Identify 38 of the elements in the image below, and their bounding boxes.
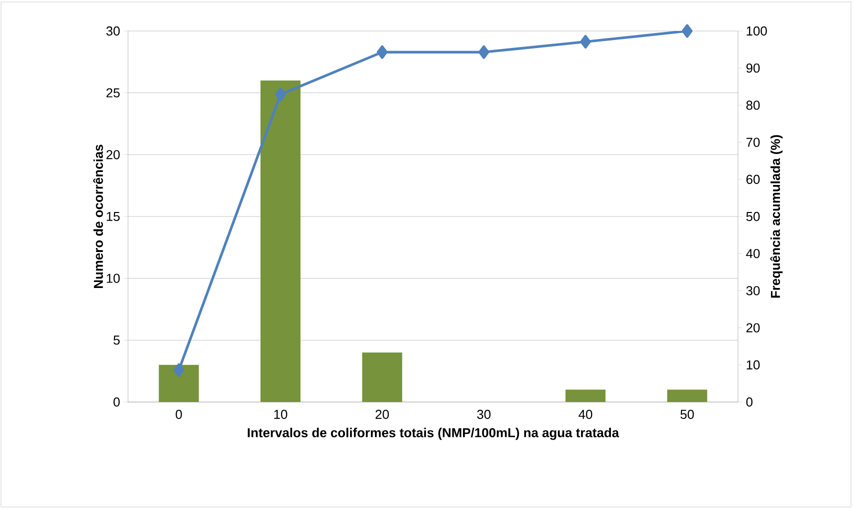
point [478,45,490,59]
point [580,34,591,49]
y2-tick-label: 10 [746,360,760,370]
x-tick-label: 30 [477,410,491,419]
x-tick-label: 0 [176,410,182,419]
y-tick-label: 5 [114,336,120,345]
y2-tick-label: 100 [746,26,767,36]
y-tick-label: 20 [106,150,120,160]
bar [158,364,199,402]
y-tick-label: 25 [106,88,120,98]
y2-tick-label: 70 [746,138,760,147]
bar [260,80,301,402]
y2-tick-label: 60 [746,174,760,184]
y2-tick-label: 50 [746,212,760,222]
y-tick-label: 30 [106,26,120,36]
y2-tick-label: 20 [746,323,760,332]
x-tick-label: 50 [680,410,694,419]
bar [566,390,606,402]
point [376,45,388,59]
x-axis-title: Intervalos de coliformes totais (NMP/100mL) na agua tratada [248,428,620,440]
y2-tick-label: 0 [746,397,752,407]
y2-tick-label: 90 [746,64,760,73]
y-axis-title: Numero de ocorrências [93,144,103,288]
point [682,24,693,38]
y2-tick-label: 40 [746,249,760,258]
y2-tick-label: 80 [746,100,760,110]
y2-tick-label: 30 [746,286,760,296]
point [275,88,286,102]
x-tick-label: 20 [376,410,389,419]
bar [667,390,708,402]
x-tick-label: 10 [274,410,288,419]
y2-axis-title: Frequência acumulada (%) [770,135,783,298]
bar [362,352,402,402]
y-tick-label: 10 [106,274,120,283]
y-tick-label: 0 [114,397,120,407]
y-tick-label: 15 [106,212,120,222]
x-tick-label: 40 [578,410,592,419]
point [173,363,184,377]
